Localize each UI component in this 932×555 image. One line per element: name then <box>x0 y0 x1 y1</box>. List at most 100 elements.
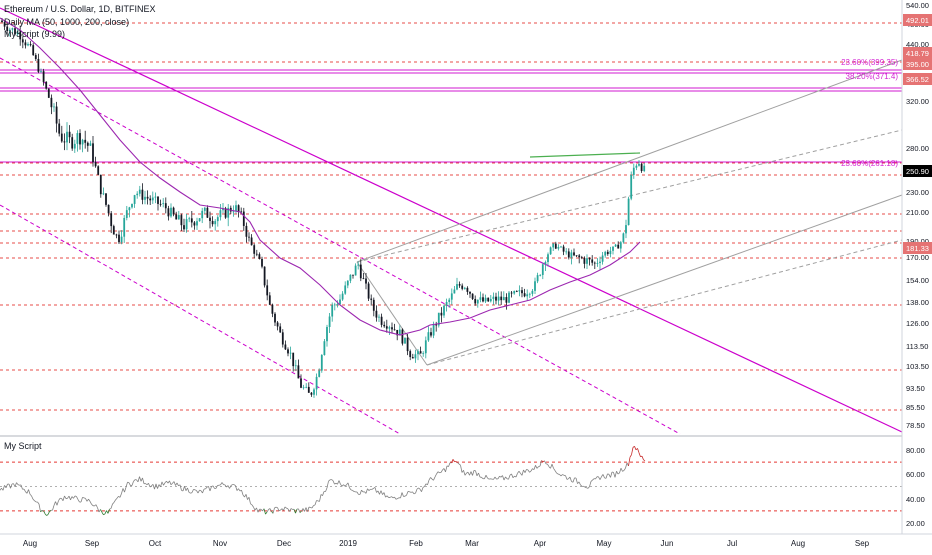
osc-seg-378 <box>567 479 569 480</box>
candle-body-202 <box>526 294 528 296</box>
candle-body-157 <box>409 351 411 357</box>
candle-body-131 <box>342 294 344 300</box>
script-indicator-label: MyScript (9.99) <box>4 29 65 39</box>
osc-seg-426 <box>639 453 641 457</box>
candle-body-171 <box>446 302 448 306</box>
osc-seg-352 <box>528 470 530 472</box>
candle-body-199 <box>519 290 521 291</box>
candle-body-0 <box>1 21 3 22</box>
candle-body-170 <box>443 306 445 316</box>
candle-body-236 <box>615 245 617 247</box>
osc-seg-54 <box>81 497 83 502</box>
osc-seg-215 <box>323 491 325 495</box>
osc-seg-97 <box>146 484 148 485</box>
osc-seg-325 <box>488 478 490 479</box>
osc-seg-397 <box>596 477 598 479</box>
candle-body-29 <box>77 133 79 144</box>
osc-seg-365 <box>548 464 550 467</box>
osc-seg-137 <box>206 487 208 489</box>
candle-body-184 <box>480 297 482 300</box>
osc-seg-139 <box>209 486 211 491</box>
candle-body-213 <box>555 244 557 249</box>
osc-seg-191 <box>287 508 289 509</box>
downtrend-dashed-mid <box>0 58 680 434</box>
osc-seg-265 <box>398 498 400 499</box>
candle-body-8 <box>22 39 24 42</box>
osc-seg-23 <box>35 501 37 502</box>
candle-body-104 <box>272 305 274 314</box>
candle-body-21 <box>56 107 58 124</box>
osc-seg-413 <box>620 468 622 473</box>
osc-seg-357 <box>536 465 538 468</box>
candle-body-176 <box>459 284 461 285</box>
candle-body-82 <box>214 221 216 224</box>
osc-seg-285 <box>428 480 430 485</box>
candle-body-244 <box>636 166 638 168</box>
time-tick-3: Nov <box>213 539 227 548</box>
fib-label-0: 23.60%(399.35) <box>841 58 898 67</box>
candle-body-83 <box>217 217 219 221</box>
osc-seg-344 <box>516 473 518 477</box>
osc-seg-336 <box>504 477 506 480</box>
osc-seg-85 <box>128 482 130 483</box>
candle-body-115 <box>300 378 302 387</box>
time-tick-13: Sep <box>855 539 870 548</box>
osc-seg-114 <box>171 483 173 484</box>
osc-seg-223 <box>335 483 337 484</box>
candle-body-174 <box>454 290 456 294</box>
candle-body-91 <box>238 205 240 211</box>
candle-body-31 <box>82 140 84 145</box>
time-tick-5: 2019 <box>339 539 357 548</box>
osc-seg-26 <box>39 504 41 512</box>
candle-body-195 <box>508 293 510 303</box>
osc-seg-271 <box>407 491 409 495</box>
candle-body-89 <box>233 211 235 212</box>
candle-body-52 <box>136 194 138 195</box>
candle-body-140 <box>365 279 367 284</box>
osc-seg-390 <box>585 487 587 488</box>
osc-seg-30 <box>45 514 47 516</box>
candle-body-101 <box>264 267 266 286</box>
osc-seg-125 <box>188 488 190 492</box>
osc-seg-400 <box>600 477 602 480</box>
osc-seg-76 <box>114 500 116 502</box>
candle-body-55 <box>144 197 146 200</box>
osc-seg-213 <box>320 494 322 501</box>
osc-seg-302 <box>453 459 455 461</box>
candle-body-25 <box>66 132 68 143</box>
candle-body-136 <box>355 266 357 276</box>
osc-tick-3: 20.00 <box>906 519 925 528</box>
candle-body-28 <box>74 144 76 149</box>
candle-body-26 <box>69 132 71 137</box>
osc-seg-425 <box>638 448 640 452</box>
candle-body-15 <box>40 71 42 72</box>
osc-seg-182 <box>273 508 275 514</box>
candle-body-200 <box>521 290 523 293</box>
candle-body-102 <box>266 285 268 295</box>
osc-seg-358 <box>537 467 539 469</box>
price-tick-0: 540.00 <box>906 1 929 10</box>
osc-seg-354 <box>531 469 533 471</box>
osc-seg-268 <box>402 492 404 496</box>
osc-seg-254 <box>381 491 383 495</box>
osc-seg-319 <box>479 473 481 477</box>
osc-seg-38 <box>57 501 59 505</box>
osc-seg-371 <box>557 473 559 474</box>
osc-seg-276 <box>414 493 416 494</box>
osc-seg-194 <box>291 509 293 510</box>
osc-seg-109 <box>164 483 166 486</box>
osc-seg-287 <box>431 477 433 479</box>
candle-body-128 <box>334 305 336 306</box>
candle-body-107 <box>279 326 281 332</box>
osc-seg-12 <box>18 485 20 486</box>
osc-seg-367 <box>551 464 553 468</box>
candle-body-181 <box>472 294 474 299</box>
osc-seg-16 <box>24 489 26 492</box>
candle-body-47 <box>123 218 125 237</box>
candle-body-24 <box>64 141 66 142</box>
channel-line-4 <box>357 262 427 365</box>
downtrend-dashed-low <box>0 205 400 434</box>
candle-body-78 <box>204 208 206 211</box>
osc-seg-233 <box>350 488 352 490</box>
